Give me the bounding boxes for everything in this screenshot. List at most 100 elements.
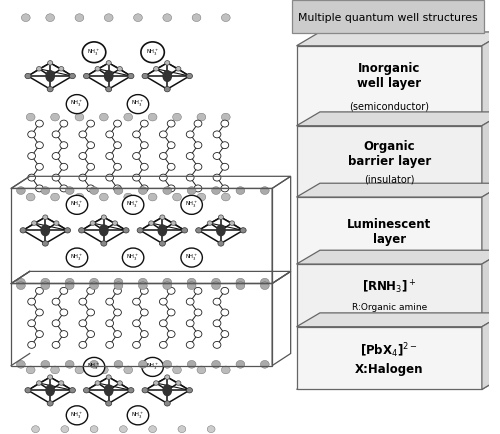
Circle shape: [114, 164, 122, 171]
Circle shape: [106, 375, 112, 379]
Polygon shape: [482, 33, 500, 126]
Circle shape: [164, 62, 170, 66]
Circle shape: [218, 241, 224, 247]
Circle shape: [138, 187, 147, 195]
Circle shape: [87, 164, 94, 171]
Circle shape: [167, 288, 175, 295]
Circle shape: [137, 228, 143, 233]
Circle shape: [167, 121, 175, 128]
Polygon shape: [296, 313, 500, 327]
Circle shape: [142, 74, 148, 79]
Circle shape: [87, 331, 94, 338]
Circle shape: [138, 361, 147, 368]
Circle shape: [172, 114, 182, 122]
Circle shape: [181, 249, 203, 267]
Text: NH$_3^+$: NH$_3^+$: [132, 99, 144, 109]
Circle shape: [64, 228, 70, 233]
Text: NH$_3^+$: NH$_3^+$: [146, 47, 159, 57]
Circle shape: [194, 331, 202, 338]
Circle shape: [132, 320, 140, 327]
Polygon shape: [482, 184, 500, 264]
Circle shape: [172, 366, 182, 374]
Circle shape: [221, 164, 228, 171]
Circle shape: [260, 282, 269, 290]
Text: NH$_3^+$: NH$_3^+$: [88, 47, 101, 57]
Circle shape: [120, 426, 127, 433]
Circle shape: [212, 279, 220, 286]
Circle shape: [124, 194, 132, 201]
Circle shape: [213, 320, 221, 327]
Circle shape: [50, 366, 59, 374]
Circle shape: [132, 132, 140, 138]
Circle shape: [100, 366, 108, 374]
Circle shape: [148, 194, 157, 201]
Circle shape: [140, 142, 148, 149]
Circle shape: [124, 114, 132, 122]
Polygon shape: [296, 251, 500, 264]
Circle shape: [28, 175, 36, 182]
Circle shape: [160, 132, 167, 138]
Circle shape: [87, 121, 94, 128]
Circle shape: [106, 299, 114, 306]
Circle shape: [222, 15, 230, 23]
Circle shape: [163, 279, 172, 286]
Circle shape: [106, 153, 114, 160]
Circle shape: [90, 361, 98, 368]
Circle shape: [160, 215, 165, 220]
Circle shape: [154, 381, 158, 385]
Circle shape: [36, 381, 42, 385]
Ellipse shape: [158, 226, 166, 236]
Circle shape: [114, 279, 123, 286]
Circle shape: [114, 187, 123, 195]
Text: NH$_3^+$: NH$_3^+$: [126, 252, 140, 262]
Circle shape: [58, 381, 64, 385]
Circle shape: [66, 196, 87, 215]
Circle shape: [42, 241, 48, 247]
Circle shape: [186, 299, 194, 306]
Circle shape: [26, 366, 35, 374]
Circle shape: [213, 153, 221, 160]
Circle shape: [36, 121, 44, 128]
Circle shape: [87, 309, 94, 316]
Circle shape: [221, 142, 228, 149]
Circle shape: [140, 331, 148, 338]
Circle shape: [52, 153, 60, 160]
Text: NH$_3^+$: NH$_3^+$: [70, 199, 84, 210]
Circle shape: [236, 361, 245, 368]
Polygon shape: [482, 313, 500, 389]
Circle shape: [187, 361, 196, 368]
Circle shape: [66, 279, 74, 286]
Circle shape: [36, 309, 44, 316]
Circle shape: [90, 282, 98, 290]
Circle shape: [186, 320, 194, 327]
Circle shape: [106, 62, 112, 66]
Text: [RNH$_3$]$^+$: [RNH$_3$]$^+$: [362, 278, 416, 296]
Circle shape: [106, 132, 114, 138]
Circle shape: [212, 361, 220, 368]
Circle shape: [22, 15, 30, 23]
Circle shape: [141, 43, 165, 63]
Circle shape: [142, 358, 164, 377]
Circle shape: [240, 228, 246, 233]
Circle shape: [66, 187, 74, 195]
Circle shape: [172, 194, 182, 201]
Circle shape: [79, 299, 87, 306]
Circle shape: [118, 67, 122, 72]
Circle shape: [106, 342, 114, 349]
Circle shape: [90, 279, 98, 286]
Circle shape: [197, 366, 206, 374]
Circle shape: [60, 309, 68, 316]
Circle shape: [100, 114, 108, 122]
Circle shape: [160, 241, 166, 247]
Circle shape: [154, 67, 158, 72]
Circle shape: [140, 288, 148, 295]
Circle shape: [186, 175, 194, 182]
Circle shape: [182, 228, 188, 233]
Circle shape: [181, 196, 203, 215]
Circle shape: [60, 288, 68, 295]
Circle shape: [178, 426, 186, 433]
Circle shape: [160, 175, 167, 182]
Circle shape: [148, 366, 157, 374]
Circle shape: [112, 221, 117, 226]
Circle shape: [260, 361, 269, 368]
